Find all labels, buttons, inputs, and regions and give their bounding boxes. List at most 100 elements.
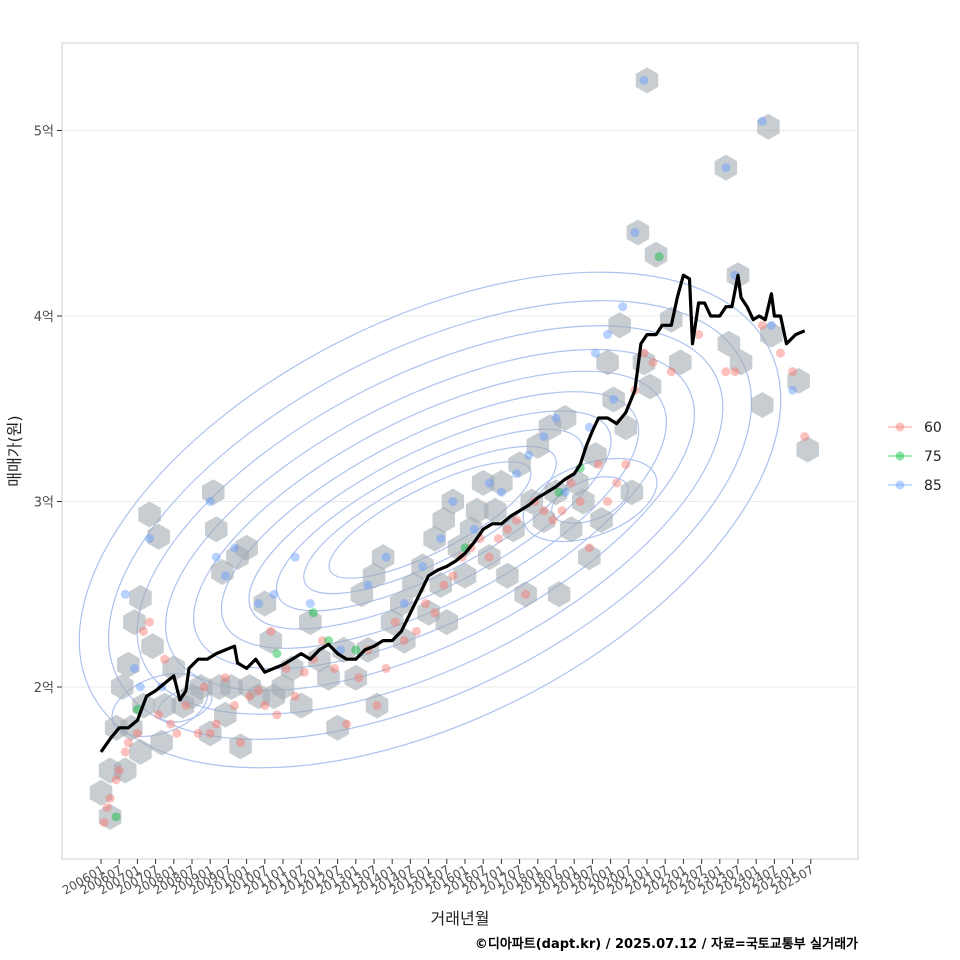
hexbin xyxy=(371,544,395,571)
data-point-60 xyxy=(172,728,182,738)
hexbin xyxy=(162,655,186,682)
hexbin xyxy=(111,674,134,700)
hexbin xyxy=(435,609,459,636)
hexbin xyxy=(608,312,631,339)
hexbin xyxy=(117,651,140,678)
hexbin xyxy=(114,757,137,784)
density-contour xyxy=(136,325,724,715)
data-point-60 xyxy=(788,367,798,377)
hexbin xyxy=(584,442,607,469)
data-point-85 xyxy=(145,534,155,544)
data-point-60 xyxy=(123,738,133,748)
data-point-60 xyxy=(399,636,409,646)
legend-key-75 xyxy=(895,451,905,461)
hexbin xyxy=(590,507,613,533)
data-point-75 xyxy=(351,645,361,655)
data-point-85 xyxy=(484,478,494,488)
hexbin xyxy=(429,572,452,598)
data-point-60 xyxy=(220,673,230,683)
hexbin xyxy=(669,349,692,376)
data-point-60 xyxy=(593,459,603,469)
legend-label-60: 60 xyxy=(924,420,942,436)
data-point-60 xyxy=(521,589,531,599)
data-point-85 xyxy=(512,469,522,479)
hexbin xyxy=(635,67,659,94)
hexbin xyxy=(578,544,601,571)
x-axis-title: 거래년월 xyxy=(431,909,490,928)
data-point-85 xyxy=(469,524,479,534)
data-point-60 xyxy=(330,663,340,673)
hexbin xyxy=(271,674,295,700)
data-point-60 xyxy=(548,515,558,525)
data-point-60 xyxy=(160,654,170,664)
data-point-85 xyxy=(448,497,458,506)
hexbin xyxy=(714,154,738,181)
data-point-60 xyxy=(245,691,255,701)
data-point-60 xyxy=(105,793,115,803)
density-contour xyxy=(78,271,782,769)
y-tick-label: 4억 xyxy=(34,310,54,325)
data-point-85 xyxy=(129,663,139,673)
legend-key-85 xyxy=(895,480,905,490)
data-point-85 xyxy=(399,599,409,609)
data-point-60 xyxy=(138,626,148,636)
data-point-60 xyxy=(484,552,494,562)
hexbin xyxy=(189,674,213,700)
data-point-60 xyxy=(421,599,431,609)
data-point-85 xyxy=(590,348,600,358)
hexbin xyxy=(235,534,258,561)
hexbin xyxy=(98,803,122,830)
data-point-60 xyxy=(775,348,785,358)
hexbin xyxy=(211,559,234,585)
data-point-85 xyxy=(418,561,428,571)
x-axis: 2006012006072007012007072008012008072009… xyxy=(60,859,816,898)
hexbin xyxy=(465,497,489,524)
hexbin xyxy=(141,633,164,660)
hexbin xyxy=(411,553,434,580)
data-point-60 xyxy=(381,663,391,673)
hexbin xyxy=(729,349,753,376)
hexbin xyxy=(308,646,331,673)
data-point-60 xyxy=(721,367,731,377)
data-point-85 xyxy=(757,116,767,126)
hexbin xyxy=(380,609,404,636)
data-point-60 xyxy=(120,747,130,757)
data-point-85 xyxy=(551,413,561,423)
data-point-85 xyxy=(766,320,776,330)
hexbin xyxy=(317,664,340,691)
y-axis: 2억 3억 4억 5억 xyxy=(34,125,62,696)
data-point-60 xyxy=(266,626,276,636)
density-contour xyxy=(303,445,557,595)
hexbin xyxy=(638,373,662,400)
data-point-60 xyxy=(502,524,512,534)
data-point-85 xyxy=(220,571,230,581)
hexbin xyxy=(259,627,283,654)
hexbin xyxy=(344,664,368,691)
data-point-60 xyxy=(757,320,767,330)
hexbin xyxy=(484,497,507,524)
data-point-60 xyxy=(154,710,164,720)
hexbin xyxy=(150,729,173,756)
hexbin xyxy=(147,523,170,550)
data-point-60 xyxy=(145,617,155,627)
hexbin xyxy=(129,585,152,611)
data-point-60 xyxy=(648,357,658,367)
hexbin xyxy=(547,581,571,608)
data-point-60 xyxy=(512,515,522,525)
hexbin xyxy=(138,501,161,528)
hexbin xyxy=(89,779,113,806)
hexbin xyxy=(596,349,619,376)
plot-panel xyxy=(61,42,859,860)
data-point-60 xyxy=(539,506,549,516)
data-point-60 xyxy=(694,330,704,340)
data-point-60 xyxy=(299,667,309,677)
data-point-60 xyxy=(448,571,458,581)
data-point-60 xyxy=(354,673,364,683)
data-point-60 xyxy=(166,719,176,729)
data-point-85 xyxy=(560,487,570,497)
data-point-60 xyxy=(730,367,740,377)
data-point-85 xyxy=(524,450,534,460)
hexbin xyxy=(787,367,810,394)
trend-line xyxy=(99,273,806,753)
hexbin xyxy=(559,516,583,543)
